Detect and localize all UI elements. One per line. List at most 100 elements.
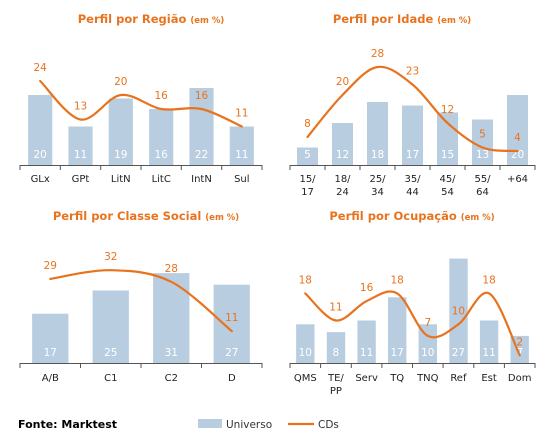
x-tick-label: 17 <box>301 187 314 198</box>
cds-value-label: 28 <box>371 48 384 60</box>
bar-universo-2 <box>332 123 353 165</box>
cds-value-label: 8 <box>304 118 311 130</box>
cds-value-label: 11 <box>329 302 342 314</box>
cds-value-label: 10 <box>452 305 465 317</box>
cds-value-label: 12 <box>441 104 454 116</box>
x-tick-label: 18/ <box>334 174 351 185</box>
cds-line <box>304 290 521 357</box>
cds-value-label: 23 <box>406 66 419 78</box>
bar-universo-1 <box>297 147 318 165</box>
chart-title-unit: (em %) <box>437 16 471 26</box>
x-tick-label: 45/ <box>439 174 456 185</box>
bar-universo-7 <box>507 95 528 165</box>
chart-regiao: Perfil por Região (em %) 20 11 19 16 22 11 GLx G… <box>19 12 263 185</box>
x-tick-label: C1 <box>104 373 117 384</box>
bar-value-label: 20 <box>34 149 47 161</box>
x-tick-label: 35/ <box>404 174 421 185</box>
cds-value-label: 20 <box>336 76 349 88</box>
cds-value-label: 11 <box>225 312 238 324</box>
chart-panels: Perfil por Região (em %) 20 11 19 16 22 11 GLx G… <box>19 12 536 397</box>
legend-universo-label: Universo <box>226 419 272 431</box>
x-tick-label: QMS <box>294 373 317 384</box>
cds-value-label: 20 <box>114 76 127 88</box>
bar-value-label: 11 <box>74 149 87 161</box>
cds-value-label: 28 <box>165 263 178 275</box>
bar-universo-3 <box>108 98 133 165</box>
bar-value-label: 11 <box>235 149 248 161</box>
x-tick-label: Serv <box>355 373 378 384</box>
chart-title-unit: (em %) <box>190 16 224 26</box>
x-tick-label: A/B <box>42 373 59 384</box>
bar-universo-3 <box>357 320 376 363</box>
bar-value-label: 17 <box>44 347 57 359</box>
bar-value-label: 13 <box>476 149 489 161</box>
bar-value-label: 10 <box>299 347 312 359</box>
bar-value-label: 31 <box>165 347 178 359</box>
x-tick-label: GLx <box>31 174 50 185</box>
x-tick-label: PP <box>330 386 342 397</box>
bar-universo-2 <box>92 290 129 363</box>
bar-universo-7 <box>479 320 499 363</box>
chart-title-unit: (em %) <box>461 213 495 223</box>
legend-cds-label: CDs <box>318 419 339 431</box>
bar-universo-2 <box>68 126 93 165</box>
bar-value-label: 17 <box>391 347 404 359</box>
bar-universo-1 <box>32 313 69 363</box>
bar-universo-3 <box>367 102 388 165</box>
x-tick-label: 24 <box>336 187 349 198</box>
x-tick-label: 64 <box>476 187 489 198</box>
cds-value-label: 16 <box>195 90 209 102</box>
bar-value-label: 20 <box>511 149 524 161</box>
chart-title: Perfil por Região (em %) <box>78 12 225 26</box>
chart-ocupacao: Perfil por Ocupação (em %) 10 8 11 17 10 27 11 7… <box>289 209 536 397</box>
bar-value-label: 17 <box>406 149 419 161</box>
chart-title-unit: (em %) <box>205 213 239 223</box>
bar-universo-6 <box>229 126 254 165</box>
bar-value-label: 22 <box>195 149 208 161</box>
x-tick-label: D <box>228 373 236 384</box>
bar-value-label: 11 <box>360 347 373 359</box>
cds-value-label: 11 <box>235 108 248 120</box>
x-tick-label: 25/ <box>369 174 386 185</box>
x-tick-label: Sul <box>234 174 249 185</box>
chart-classe: Perfil por Classe Social (em %) 17 25 31 27 A… <box>19 209 263 384</box>
bar-universo-5 <box>189 88 214 165</box>
x-tick-label: 44 <box>406 187 419 198</box>
bar-value-label: 8 <box>333 347 340 359</box>
bar-value-label: 19 <box>114 149 127 161</box>
cds-value-label: 5 <box>479 129 486 141</box>
chart-title: Perfil por Ocupação (em %) <box>329 209 494 223</box>
cds-line <box>306 65 519 153</box>
bar-universo-6 <box>449 258 468 363</box>
bar-value-label: 27 <box>452 347 465 359</box>
bar-value-label: 12 <box>336 149 349 161</box>
x-tick-label: IntN <box>191 174 212 185</box>
cds-value-label: 18 <box>299 274 312 286</box>
bar-universo-6 <box>472 119 493 165</box>
cds-value-label: 13 <box>74 101 87 113</box>
x-tick-label: Est <box>481 373 497 384</box>
chart-idade: Perfil por Idade (em %) 5 12 18 17 15 13 20 15/1… <box>289 12 536 198</box>
x-tick-label: 15/ <box>299 174 316 185</box>
x-tick-label: 55/ <box>474 174 491 185</box>
x-tick-label: 34 <box>371 187 384 198</box>
bar-universo-4 <box>402 105 423 165</box>
source-footer: Fonte: Marktest <box>18 418 117 431</box>
cds-value-label: 18 <box>391 274 404 286</box>
x-tick-label: TQ <box>389 373 404 384</box>
x-tick-label: LitC <box>152 174 171 185</box>
cds-line <box>49 269 233 333</box>
bar-universo-5 <box>437 112 458 165</box>
bar-universo-3 <box>153 273 190 363</box>
cds-value-label: 24 <box>34 62 48 74</box>
x-tick-label: Dom <box>508 373 532 384</box>
bar-universo-2 <box>326 332 346 363</box>
x-tick-label: C2 <box>165 373 178 384</box>
bar-universo-1 <box>296 324 315 363</box>
x-tick-label: TNQ <box>416 373 439 384</box>
x-tick-label: GPt <box>72 174 90 185</box>
cds-value-label: 29 <box>44 260 57 272</box>
bar-universo-4 <box>213 284 250 363</box>
chart-title: Perfil por Idade (em %) <box>333 12 471 26</box>
cds-value-label: 32 <box>104 251 117 263</box>
